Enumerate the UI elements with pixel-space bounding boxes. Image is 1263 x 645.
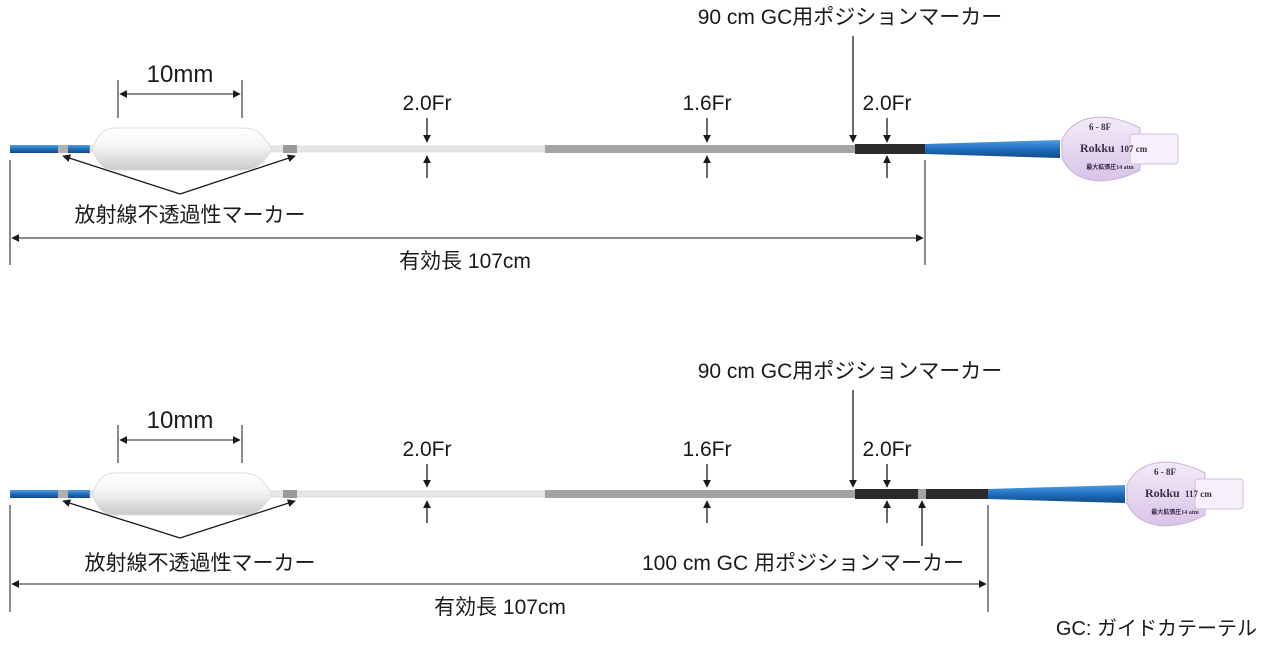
section-label-middle: 1.6Fr	[682, 438, 731, 461]
catheter-diagram-bottom: 6 - 8F Rokku 117 cm 最大拡張圧14 atm 10mm 2.0…	[9, 360, 1244, 619]
shaft-proximal-extension	[926, 489, 988, 499]
gc90-marker-label: 90 cm GC用ポジションマーカー	[698, 6, 1003, 29]
tip-marker	[58, 145, 68, 153]
catheter-diagram-top: 6 - 8F Rokku 107 cm 最大拡張圧14 atm 10mm 2.0…	[9, 6, 1179, 273]
tip-marker	[58, 490, 68, 498]
radiopaque-marker-label: 放射線不透過性マーカー	[85, 552, 316, 575]
hub: 6 - 8F Rokku 107 cm 最大拡張圧14 atm	[1061, 116, 1179, 182]
hub-wings	[1061, 116, 1141, 182]
hub-length-label: 107 cm	[1120, 144, 1148, 154]
balloon-length-label: 10mm	[147, 407, 214, 434]
shaft-proximal	[855, 144, 925, 154]
radiopaque-marker-proximal	[283, 490, 297, 498]
shaft-middle	[545, 145, 855, 153]
effective-length-label: 有効長 107cm	[434, 596, 566, 619]
hub: 6 - 8F Rokku 117 cm 最大拡張圧14 atm	[1126, 461, 1244, 527]
radiopaque-arrow-right	[179, 499, 296, 539]
shaft-middle	[545, 490, 855, 498]
section-label-distal: 2.0Fr	[402, 438, 451, 461]
strain-relief	[925, 140, 1060, 158]
hub-pressure-label: 最大拡張圧14 atm	[1086, 163, 1134, 171]
gc100-marker-label: 100 cm GC 用ポジションマーカー	[642, 552, 964, 575]
section-label-proximal: 2.0Fr	[862, 438, 911, 461]
section-label-proximal: 2.0Fr	[862, 92, 911, 115]
section-label-distal: 2.0Fr	[402, 92, 451, 115]
hub-brand-label: Rokku	[1145, 486, 1180, 500]
hub-connector	[1129, 133, 1179, 165]
shaft-proximal	[855, 489, 918, 499]
hub-wings	[1126, 461, 1206, 527]
hub-size-label: 6 - 8F	[1089, 122, 1111, 132]
radiopaque-marker-label: 放射線不透過性マーカー	[75, 204, 306, 227]
hub-length-label: 117 cm	[1185, 489, 1212, 499]
radiopaque-arrow-left	[62, 499, 181, 539]
gc100-marker-band	[918, 489, 926, 499]
hub-connector	[1194, 478, 1244, 510]
hub-brand-label: Rokku	[1080, 141, 1115, 155]
balloon-length-label: 10mm	[147, 61, 214, 88]
gc90-marker-label: 90 cm GC用ポジションマーカー	[698, 360, 1003, 383]
catheter-tip	[10, 490, 90, 498]
balloon	[91, 472, 273, 516]
radiopaque-arrow-right	[179, 154, 296, 195]
catheter-tip	[10, 145, 90, 153]
strain-relief	[988, 485, 1125, 503]
radiopaque-arrow-left	[62, 154, 181, 195]
effective-length-label: 有効長 107cm	[399, 250, 531, 273]
footnote-gc: GC: ガイドカテーテル	[1055, 618, 1257, 640]
hub-size-label: 6 - 8F	[1154, 467, 1176, 477]
balloon	[91, 127, 273, 171]
section-label-middle: 1.6Fr	[682, 92, 731, 115]
radiopaque-marker-proximal	[283, 145, 297, 153]
hub-pressure-label: 最大拡張圧14 atm	[1151, 508, 1199, 516]
